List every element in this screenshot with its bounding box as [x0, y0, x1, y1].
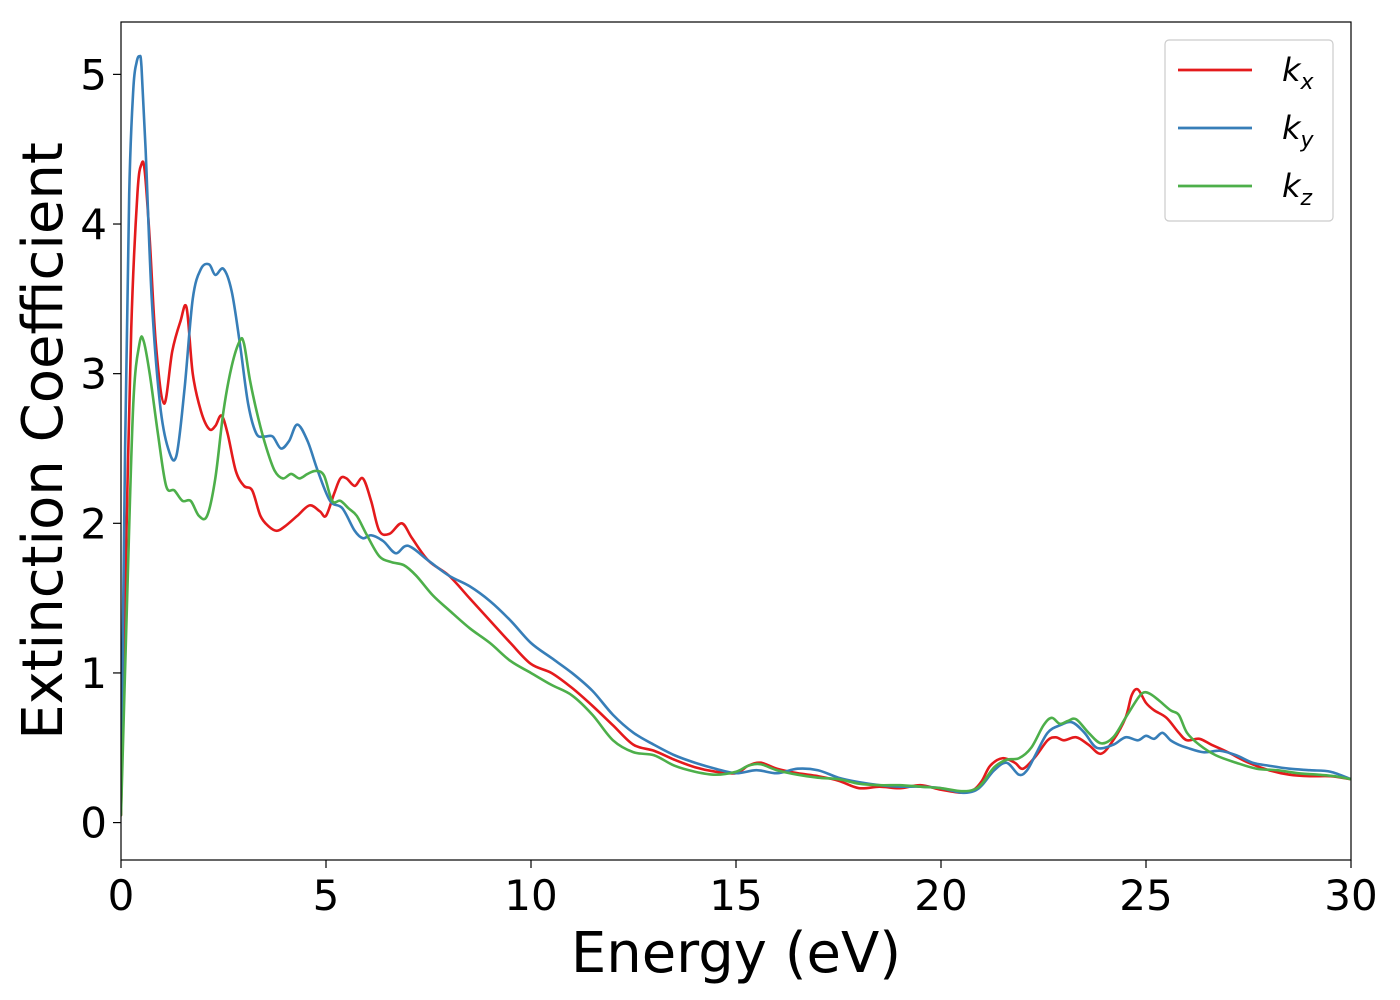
x-axis-ticks: 0 5 10 15 20 25 30	[108, 860, 1378, 920]
y-tick-label: 1	[80, 649, 107, 698]
legend-label-x: kx	[1282, 51, 1315, 95]
y-axis-label: Extinction Coefficient	[11, 142, 76, 740]
x-tick-label: 25	[1119, 871, 1172, 920]
series-layer	[121, 54, 1351, 817]
x-tick-label: 10	[504, 871, 557, 920]
series-line-z	[121, 335, 1351, 817]
series-line-y	[121, 54, 1351, 809]
legend-frame	[1164, 39, 1334, 222]
x-tick-label: 20	[914, 871, 967, 920]
y-axis-ticks: 0 1 2 3 4 5	[80, 50, 121, 848]
legend-label-y: ky	[1282, 109, 1315, 153]
y-tick-label: 3	[80, 350, 107, 399]
plot-background	[121, 22, 1351, 860]
y-tick-label: 4	[80, 200, 107, 249]
legend: kx ky kz	[1164, 39, 1334, 222]
y-tick-label: 5	[80, 50, 107, 99]
y-tick-label: 2	[80, 499, 107, 548]
y-tick-label: 0	[80, 799, 107, 848]
legend-label-z: kz	[1282, 167, 1313, 211]
x-axis-label: Energy (eV)	[571, 921, 901, 986]
x-tick-label: 30	[1324, 871, 1377, 920]
x-tick-label: 0	[108, 871, 135, 920]
x-tick-label: 15	[709, 871, 762, 920]
x-tick-label: 5	[313, 871, 340, 920]
